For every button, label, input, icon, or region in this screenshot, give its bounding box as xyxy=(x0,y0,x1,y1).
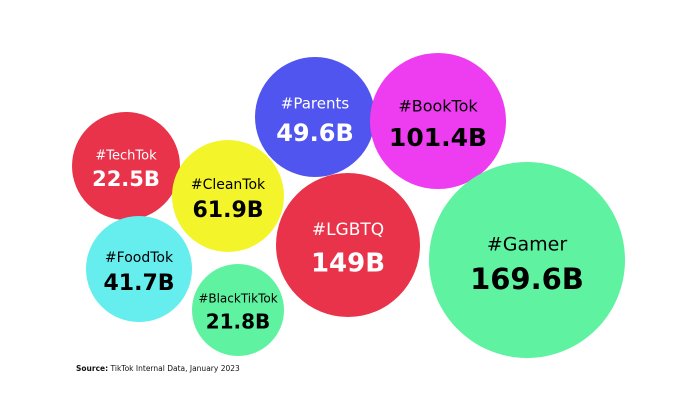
bubble-value-blacktiktok: 21.8B xyxy=(206,310,271,334)
bubble-circle-blacktiktok xyxy=(192,264,284,356)
bubble-value-gamer: 169.6B xyxy=(470,262,584,296)
source-note: Source: TikTok Internal Data, January 20… xyxy=(76,364,240,373)
bubble-circle-techtok xyxy=(72,112,180,220)
bubble-circle-parents xyxy=(255,57,375,177)
bubble-label-cleantok: #CleanTok xyxy=(191,177,266,193)
bubble-circle-cleantok xyxy=(172,140,284,252)
bubble-label-lgbtq: #LGBTQ xyxy=(312,220,384,240)
bubble-value-booktok: 101.4B xyxy=(389,123,487,152)
bubble-foodtok: #FoodTok 41.7B xyxy=(86,216,192,322)
source-prefix: Source: xyxy=(76,364,109,373)
bubble-value-foodtok: 41.7B xyxy=(103,271,174,296)
bubble-label-blacktiktok: #BlackTikTok xyxy=(198,292,277,306)
bubble-booktok: #BookTok 101.4B xyxy=(370,53,506,189)
bubble-label-booktok: #BookTok xyxy=(398,97,478,116)
source-text: TikTok Internal Data, January 2023 xyxy=(108,364,240,373)
bubble-gamer: #Gamer 169.6B xyxy=(429,162,625,358)
bubble-circle-gamer xyxy=(429,162,625,358)
bubble-circle-lgbtq xyxy=(276,173,420,317)
bubble-label-foodtok: #FoodTok xyxy=(105,250,174,266)
bubble-value-techtok: 22.5B xyxy=(92,167,160,191)
bubble-lgbtq: #LGBTQ 149B xyxy=(276,173,420,317)
bubble-cleantok: #CleanTok 61.9B xyxy=(172,140,284,252)
bubble-label-gamer: #Gamer xyxy=(487,234,567,256)
bubble-circle-foodtok xyxy=(86,216,192,322)
bubble-value-cleantok: 61.9B xyxy=(192,198,263,223)
bubble-label-techtok: #TechTok xyxy=(95,149,157,164)
bubble-circle-booktok xyxy=(370,53,506,189)
bubble-parents: #Parents 49.6B xyxy=(255,57,375,177)
bubble-value-parents: 49.6B xyxy=(276,119,354,147)
bubble-techtok: #TechTok 22.5B xyxy=(72,112,180,220)
bubble-blacktiktok: #BlackTikTok 21.8B xyxy=(192,264,284,356)
bubble-label-parents: #Parents xyxy=(281,95,350,113)
bubble-value-lgbtq: 149B xyxy=(311,249,385,279)
